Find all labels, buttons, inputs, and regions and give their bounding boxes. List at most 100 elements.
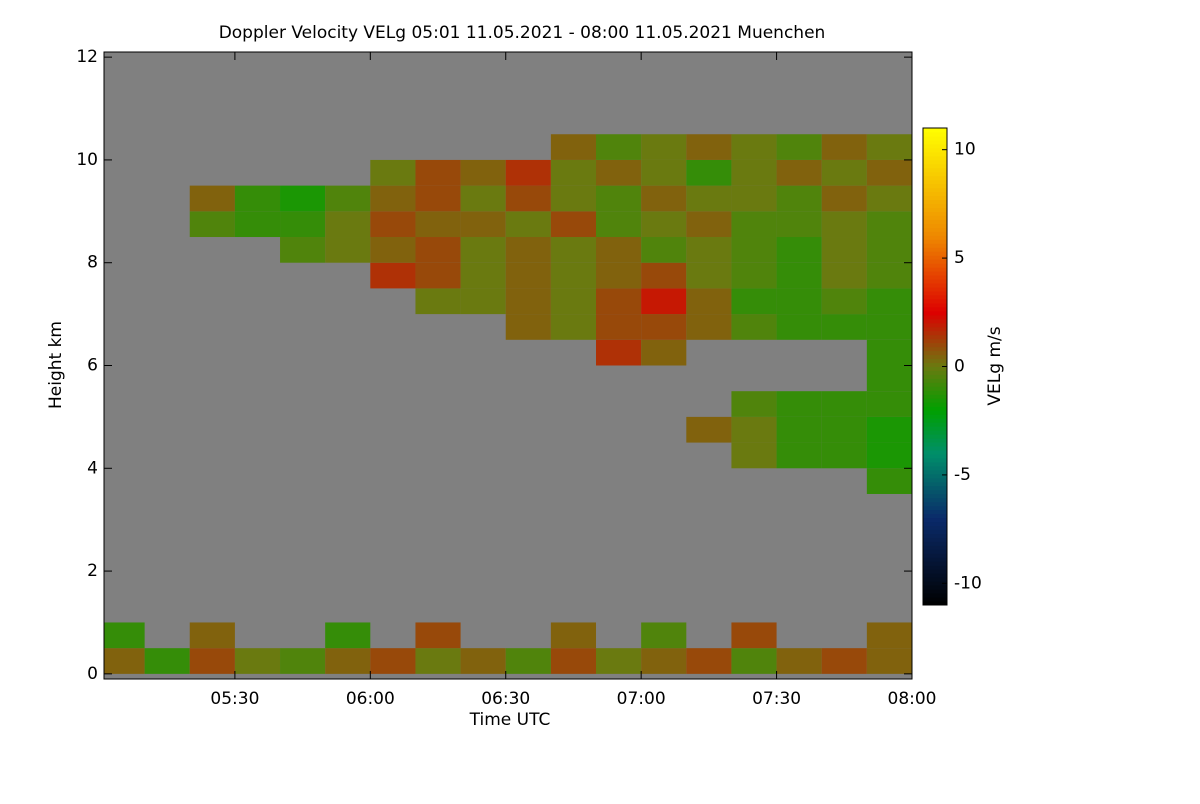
colorbar-segment: [923, 306, 947, 312]
heatmap-cell: [866, 468, 912, 494]
heatmap-cell: [821, 648, 867, 674]
colorbar-tick-label: 0: [954, 357, 965, 377]
heatmap-cell: [776, 134, 822, 160]
colorbar-segment: [923, 342, 947, 348]
heatmap-cell: [460, 237, 506, 263]
colorbar-segment: [923, 203, 947, 208]
heatmap-cell: [641, 339, 687, 366]
heatmap-cell: [641, 185, 687, 212]
colorbar-segment: [923, 350, 947, 356]
heatmap-cell: [370, 648, 416, 674]
colorbar-segment: [923, 163, 947, 169]
colorbar-segment: [923, 211, 947, 216]
heatmap-cell: [280, 185, 326, 212]
colorbar-segment: [923, 338, 947, 344]
colorbar-segment: [923, 489, 947, 495]
heatmap-cell: [686, 185, 732, 212]
colorbar-segment: [923, 597, 947, 602]
colorbar-segment: [923, 378, 947, 383]
heatmap-cell: [415, 622, 461, 649]
heatmap-cell: [866, 648, 912, 674]
colorbar-segment: [923, 279, 947, 284]
colorbar-segment: [923, 219, 947, 224]
colorbar-segment: [923, 390, 947, 395]
heatmap-cell: [866, 159, 912, 186]
heatmap-cell: [686, 648, 732, 674]
colorbar-segment: [923, 151, 947, 157]
colorbar-segment: [923, 255, 947, 260]
heatmap-cell: [550, 237, 597, 263]
colorbar-segment: [923, 358, 947, 364]
colorbar-segment: [923, 175, 947, 181]
colorbar-segment: [923, 398, 947, 403]
colorbar-segment: [923, 430, 947, 435]
x-tick-label: 07:30: [752, 689, 801, 709]
heatmap-cell: [104, 622, 145, 649]
colorbar-segment: [923, 453, 947, 459]
colorbar-segment: [923, 263, 947, 268]
heatmap-cell: [144, 648, 190, 674]
colorbar-segment: [923, 521, 947, 526]
heatmap-cell: [866, 237, 912, 263]
heatmap-cell: [596, 134, 642, 160]
heatmap-cell: [104, 648, 145, 674]
heatmap-cell: [641, 262, 687, 289]
heatmap-cell: [505, 211, 551, 238]
heatmap-cell: [641, 622, 687, 649]
heatmap-cell: [731, 159, 777, 186]
heatmap-cell: [866, 339, 912, 366]
colorbar-segment: [923, 565, 947, 570]
heatmap-cell: [550, 314, 597, 340]
colorbar-segment: [923, 569, 947, 574]
heatmap-cell: [731, 237, 777, 263]
heatmap-cell: [415, 211, 461, 238]
y-tick-label: 0: [87, 664, 98, 684]
heatmap-cell: [460, 262, 506, 289]
colorbar-segment: [923, 426, 947, 431]
heatmap-cell: [505, 185, 551, 212]
y-tick-label: 12: [76, 47, 98, 67]
colorbar-segment: [923, 549, 947, 554]
colorbar-segment: [923, 370, 947, 375]
heatmap-cell: [731, 648, 777, 674]
heatmap-cell: [731, 442, 777, 469]
heatmap-cell: [866, 622, 912, 649]
heatmap-cell: [415, 262, 461, 289]
heatmap-cell: [189, 622, 235, 649]
heatmap-cell: [686, 288, 732, 315]
heatmap-cell: [325, 211, 371, 238]
heatmap-cell: [325, 648, 371, 674]
colorbar-segment: [923, 171, 947, 177]
heatmap-cell: [821, 159, 867, 186]
colorbar-segment: [923, 529, 947, 534]
colorbar-segment: [923, 545, 947, 550]
colorbar-tick-label: 10: [954, 140, 976, 160]
heatmap-cell: [415, 185, 461, 212]
heatmap-cell: [866, 391, 912, 417]
colorbar-segment: [923, 318, 947, 324]
heatmap-cell: [821, 391, 867, 417]
colorbar-segment: [923, 513, 947, 519]
colorbar-segment: [923, 183, 947, 189]
heatmap-cell: [866, 288, 912, 315]
heatmap-cell: [596, 237, 642, 263]
colorbar-segment: [923, 267, 947, 272]
heatmap-cell: [234, 185, 281, 212]
heatmap-cell: [731, 185, 777, 212]
colorbar-segment: [923, 310, 947, 316]
y-tick-label: 8: [87, 253, 98, 273]
heatmap-cell: [776, 237, 822, 263]
heatmap-cell: [731, 391, 777, 417]
heatmap-cell: [821, 442, 867, 469]
heatmap-cell: [596, 288, 642, 315]
colorbar-segment: [923, 481, 947, 487]
colorbar-tick-label: 5: [954, 248, 965, 268]
colorbar-segment: [923, 259, 947, 264]
colorbar-segment: [923, 231, 947, 236]
heatmap-cell: [460, 185, 506, 212]
colorbar-segment: [923, 298, 947, 304]
colorbar-segment: [923, 442, 947, 447]
heatmap-cell: [731, 262, 777, 289]
heatmap-cell: [234, 211, 281, 238]
heatmap-cell: [550, 211, 597, 238]
